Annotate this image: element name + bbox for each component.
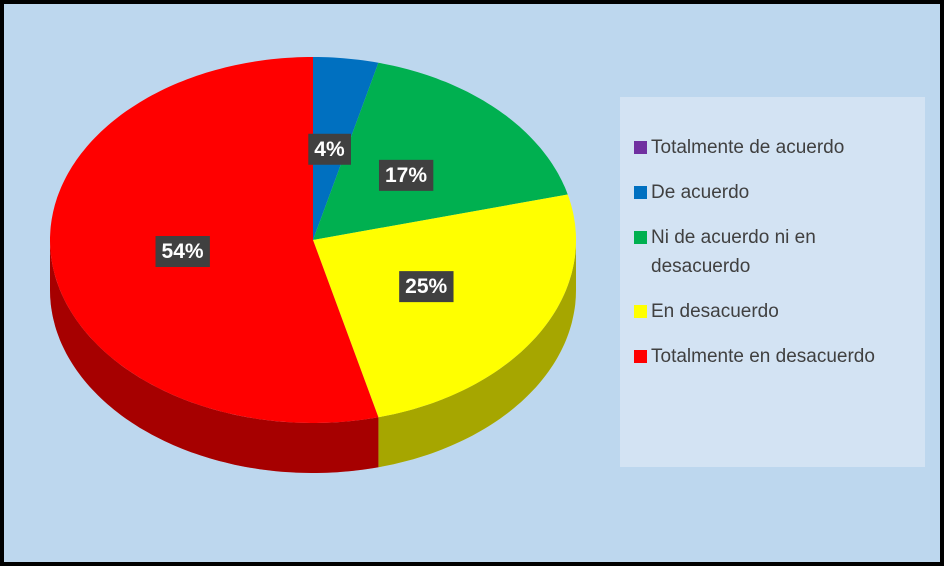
slice	[313, 62, 568, 241]
data-label-text: 4%	[314, 138, 345, 161]
legend-item: Totalmente de acuerdo	[634, 133, 917, 162]
data-label-box	[378, 159, 434, 191]
slice-side-shade	[378, 240, 576, 468]
data-label-text: 17%	[385, 164, 427, 187]
legend-label: Totalmente en desacuerdo	[651, 346, 875, 367]
legend-label: En desacuerdo	[651, 301, 779, 322]
data-label-box	[399, 271, 454, 303]
legend-label: Ni de acuerdo ni en desacuerdo	[651, 227, 816, 277]
legend-swatch	[634, 350, 647, 363]
legend-label: Totalmente de acuerdo	[651, 137, 845, 158]
legend-item: Totalmente en desacuerdo	[634, 342, 917, 371]
slice	[50, 57, 379, 423]
data-label-text: 54%	[162, 240, 204, 263]
legend-swatch	[634, 305, 647, 318]
slice	[313, 194, 576, 418]
data-label-box	[308, 133, 351, 165]
data-label-text: 25%	[405, 275, 447, 298]
data-label: 4%	[308, 133, 351, 165]
data-label: 54%	[155, 236, 210, 268]
slice-side	[50, 240, 379, 473]
data-label-box	[155, 236, 210, 268]
legend-swatch	[634, 141, 647, 154]
slice-side-shade	[50, 240, 379, 473]
legend-label: De acuerdo	[651, 182, 750, 203]
pie-chart: 4% 17% 25% 54%	[50, 57, 576, 473]
legend-swatch	[634, 186, 647, 199]
data-label: 17%	[378, 159, 434, 191]
legend-item: Ni de acuerdo ni en desacuerdo	[634, 223, 917, 281]
slice-side	[378, 240, 576, 468]
data-label: 25%	[399, 271, 454, 303]
legend-item: De acuerdo	[634, 178, 917, 207]
legend-swatch	[634, 231, 647, 244]
legend-item: En desacuerdo	[634, 297, 917, 326]
legend: Totalmente de acuerdo De acuerdo Ni de acu…	[620, 97, 925, 467]
